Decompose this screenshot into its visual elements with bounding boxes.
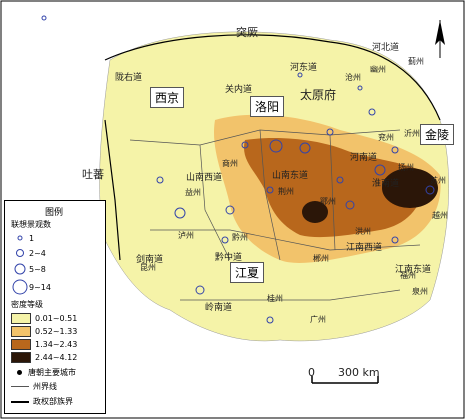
legend-title: 图例 xyxy=(45,208,64,218)
place-label: 沧州 xyxy=(345,73,361,82)
circle-2-icon xyxy=(16,249,24,257)
legend-density-1: 0.01~0.51 xyxy=(11,313,77,324)
scale-zero: 0 xyxy=(308,366,315,379)
legend-city-label: 唐朝主要城市 xyxy=(28,368,76,377)
legend-density-2: 0.52~1.33 xyxy=(11,326,77,337)
region-label: 江南东道 xyxy=(395,265,432,275)
state-boundary xyxy=(104,34,441,261)
place-label: 泸州 xyxy=(178,231,194,240)
place-label: 洪州 xyxy=(355,227,371,236)
circle-4-icon xyxy=(12,279,28,295)
legend-density-3-label: 1.34~2.43 xyxy=(35,340,78,349)
region-label: 陇右道 xyxy=(115,73,143,83)
region-label: 河北道 xyxy=(372,43,400,53)
legend-symbol-2-label: 2~4 xyxy=(29,248,46,258)
place-label: 福州 xyxy=(400,271,416,280)
legend-density-title: 密度等级 xyxy=(11,300,43,309)
density-swatch-2 xyxy=(11,326,31,337)
circle-3-icon xyxy=(14,263,26,275)
label-west: 吐蕃 xyxy=(82,168,104,181)
label-north: 突厥 xyxy=(236,26,258,39)
place-label: 沂州 xyxy=(404,129,420,138)
legend-symbol-title: 联想景观数 xyxy=(11,220,51,229)
callout-luoyang: 洛阳 xyxy=(250,96,285,117)
legend-prov-line: 州界线 xyxy=(11,381,57,392)
callout-jiangxia: 江夏 xyxy=(230,262,265,283)
region-label: 淮南道 xyxy=(372,179,400,189)
place-label: 黔州 xyxy=(232,233,248,242)
state-line-icon xyxy=(11,400,29,403)
place-label: 苏州 xyxy=(430,176,446,185)
density-swatch-1 xyxy=(11,313,31,324)
place-label: 荆州 xyxy=(278,187,294,196)
circle-1-icon xyxy=(17,235,23,241)
legend-symbol-4: 9~14 xyxy=(11,278,51,296)
place-label: 桂州 xyxy=(267,294,283,303)
region-label: 剑南道 xyxy=(136,255,164,265)
callout-xijing: 西京 xyxy=(150,87,185,108)
landscape-symbols xyxy=(41,15,435,324)
region-label: 河南道 xyxy=(350,153,378,163)
legend-symbol-2: 2~4 xyxy=(11,247,46,259)
region-label: 关内道 xyxy=(225,85,253,95)
place-label: 兖州 xyxy=(378,133,394,142)
callout-jinling: 金陵 xyxy=(420,124,455,145)
place-label: 蓟州 xyxy=(408,57,424,66)
place-label: 扬州 xyxy=(398,163,414,172)
legend-symbol-4-label: 9~14 xyxy=(29,282,51,292)
place-label: 商州 xyxy=(222,159,238,168)
boundary-lines xyxy=(129,129,421,301)
legend-density-4-label: 2.44~4.12 xyxy=(35,353,78,362)
prov-line-icon xyxy=(11,386,29,387)
legend-density-1-label: 0.01~0.51 xyxy=(35,314,78,323)
density-core-jinling xyxy=(382,168,438,208)
legend-prov-line-label: 州界线 xyxy=(33,382,57,391)
legend-density-2-label: 0.52~1.33 xyxy=(35,327,78,336)
scale-bar xyxy=(311,376,379,384)
region-label: 岭南道 xyxy=(205,303,233,313)
place-label: 昆州 xyxy=(140,263,156,272)
callout-taiyuan: 太原府 xyxy=(300,88,337,102)
place-label: 越州 xyxy=(432,211,448,220)
place-label: 郴州 xyxy=(313,254,329,263)
place-label: 广州 xyxy=(310,315,326,324)
region-label: 山南西道 xyxy=(186,173,223,183)
legend-density-3: 1.34~2.43 xyxy=(11,339,77,350)
legend-symbol-1: 1 xyxy=(11,233,34,243)
legend-symbol-3-label: 5~8 xyxy=(29,264,46,274)
place-label: 鄂州 xyxy=(320,197,336,206)
legend-state-line: 政权部族界 xyxy=(11,396,73,407)
legend-symbol-3: 5~8 xyxy=(11,262,46,276)
north-arrow-icon xyxy=(435,20,445,58)
region-label: 黔中道 xyxy=(215,253,243,263)
density-zone-3 xyxy=(244,138,423,238)
city-dot-icon xyxy=(17,370,22,375)
legend-density-4: 2.44~4.12 xyxy=(11,352,77,363)
place-label: 泉州 xyxy=(412,287,428,296)
place-label: 益州 xyxy=(185,188,201,197)
legend-symbol-1-label: 1 xyxy=(29,233,35,243)
region-label: 江南西道 xyxy=(346,243,383,253)
density-core-jiangxia xyxy=(302,201,328,223)
legend-state-line-label: 政权部族界 xyxy=(33,397,73,406)
legend: 图例 联想景观数 1 2~4 5~8 9~14 密度等级 0.01~0.51 0… xyxy=(4,200,106,414)
scale-label: 300 km xyxy=(338,366,380,379)
place-label: 幽州 xyxy=(370,65,386,74)
region-label: 山南东道 xyxy=(272,171,309,181)
region-label: 河东道 xyxy=(290,63,318,73)
density-swatch-3 xyxy=(11,339,31,350)
density-swatch-4 xyxy=(11,352,31,363)
legend-city: 唐朝主要城市 xyxy=(11,367,76,378)
